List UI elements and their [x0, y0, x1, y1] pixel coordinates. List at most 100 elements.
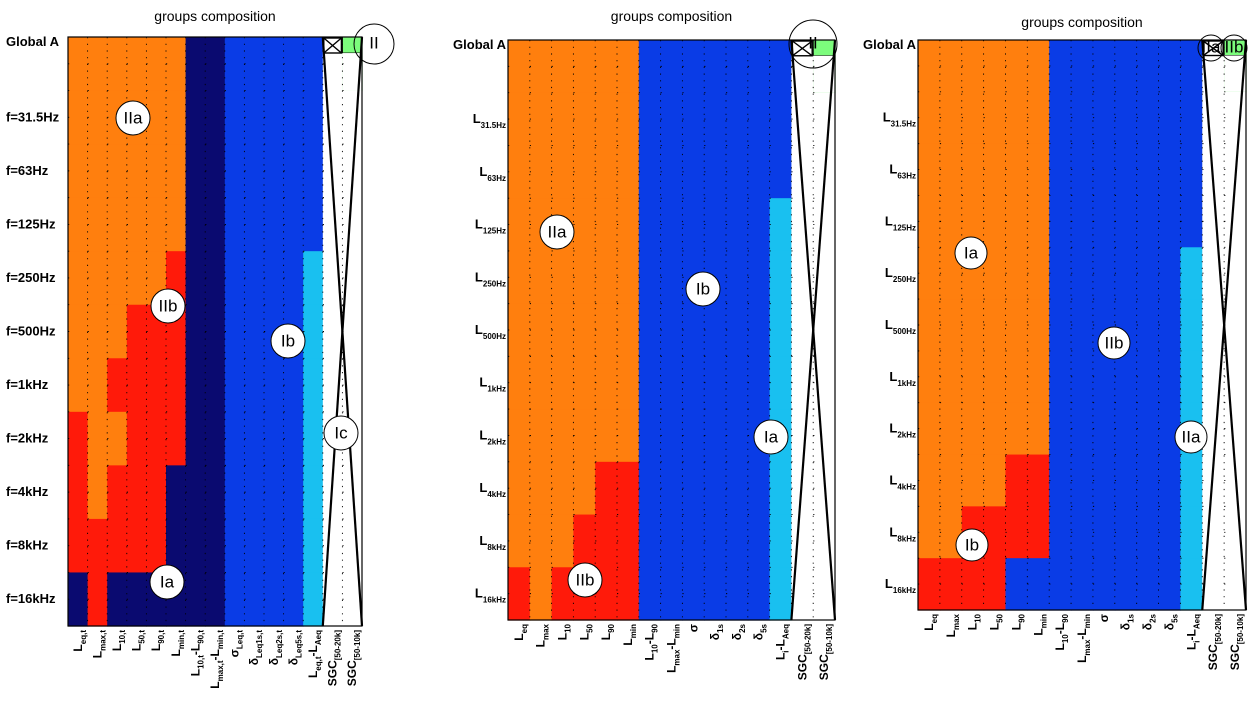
heatmap-cell — [185, 144, 206, 199]
heatmap-cell — [660, 356, 683, 410]
heatmap-cell — [573, 409, 596, 463]
heatmap-cell — [961, 350, 985, 404]
heatmap-cell — [638, 250, 662, 305]
heatmap-cell — [508, 356, 531, 410]
row-label: L16kHz — [475, 586, 506, 605]
heatmap-cell — [146, 144, 167, 199]
group-label: IIa — [1202, 38, 1221, 57]
heatmap-cell — [224, 304, 245, 359]
heatmap-cell — [224, 251, 245, 306]
row-label: f=500Hz — [6, 324, 56, 339]
heatmap-cell — [1202, 506, 1225, 559]
heatmap-cell — [1158, 91, 1181, 145]
heatmap-cell — [508, 514, 531, 568]
heatmap-cell — [1092, 91, 1116, 145]
heatmap-cell — [1049, 402, 1072, 456]
heatmap-cell — [1092, 195, 1116, 248]
row-label: L8kHz — [479, 533, 506, 552]
heatmap-cell — [1049, 299, 1072, 352]
group-label: IIb — [159, 297, 178, 316]
column-label: SGC[50-10k] — [345, 630, 362, 687]
column-label: Lmax,t-Lmin,t — [208, 630, 225, 689]
chart-1: groups composition Global A f=31.5Hz f=63Hz… — [6, 8, 395, 689]
heatmap-cell — [918, 299, 941, 352]
heatmap-cell — [107, 197, 128, 252]
heatmap-cell — [224, 518, 245, 574]
heatmap-cell — [595, 356, 618, 410]
heatmap-cell — [1180, 454, 1203, 507]
row-labels: Global A f=31.5Hz f=63Hz f=125Hz f=250Hz f=50… — [6, 34, 60, 606]
heatmap-cell — [1136, 247, 1160, 300]
heatmap-cell — [205, 411, 226, 466]
heatmap-cell — [747, 198, 771, 252]
heatmap-cell — [983, 91, 1007, 145]
heatmap-cell — [1027, 143, 1050, 197]
heatmap-cell — [682, 567, 705, 621]
heatmap-cell — [185, 251, 206, 306]
heatmap-cell — [166, 197, 187, 252]
group-label: Ia — [964, 244, 979, 263]
heatmap-cell — [322, 304, 343, 359]
heatmap-cell — [573, 92, 596, 147]
heatmap-cell — [68, 304, 89, 359]
heatmap-cell — [1071, 454, 1094, 507]
heatmap-cell — [508, 92, 531, 147]
chart-3: groups composition Global A L31.5Hz L63Hz L1… — [863, 14, 1248, 671]
heatmap-cell — [1071, 91, 1094, 145]
column-label: L90 — [1009, 613, 1026, 630]
heatmap-cell — [244, 197, 265, 252]
heatmap-cell — [1049, 247, 1072, 300]
row-label: f=4kHz — [6, 484, 49, 499]
heatmap-cell — [529, 461, 553, 516]
heatmap-cell — [146, 90, 167, 145]
heatmap-cell — [205, 465, 226, 520]
heatmap-cell — [342, 518, 363, 574]
group-label-circle — [1174, 420, 1208, 454]
heatmap-cell — [166, 518, 187, 574]
heatmap-cell — [704, 198, 727, 252]
column-label: Leq — [922, 614, 939, 631]
heatmap-cell — [146, 37, 167, 92]
heatmap-cell — [68, 518, 89, 574]
heatmap-cell — [983, 350, 1007, 404]
column-label: Leq,t-LAeq — [306, 630, 323, 678]
heatmap-cell — [939, 299, 963, 352]
heatmap-cell — [939, 350, 963, 404]
heatmap-cell — [747, 461, 771, 516]
column-label: Lmin,t — [169, 630, 186, 657]
heatmap-cell — [1027, 558, 1050, 611]
heatmap-cell — [1049, 558, 1072, 611]
heatmap-cell — [1027, 402, 1050, 456]
heatmap-cell — [1224, 506, 1247, 559]
heatmap-cell — [1180, 40, 1203, 93]
heatmap-cell — [1049, 40, 1072, 93]
heatmap-cell — [68, 90, 89, 145]
heatmap-cell — [1005, 91, 1028, 145]
heatmap-cell — [726, 409, 749, 463]
heatmap-cell — [508, 198, 531, 252]
heatmap-cell — [704, 303, 727, 357]
heatmap-cell — [1136, 91, 1160, 145]
heatmap-cell — [1158, 454, 1181, 507]
heatmap-cell — [1224, 558, 1247, 611]
row-label: L4kHz — [889, 472, 916, 491]
heatmap-cell — [1180, 91, 1203, 145]
heatmap-cell — [551, 461, 574, 516]
heatmap-cell — [1180, 506, 1203, 559]
heatmap-cell — [1049, 454, 1072, 507]
group-annotations: IIa Ib Ia IIb II — [539, 19, 838, 598]
heatmap-cell — [508, 567, 531, 621]
group-annotations: IIa IIb Ib Ic Ia II — [115, 23, 395, 600]
heatmap-cell — [107, 144, 128, 199]
heatmap-cell — [1071, 506, 1094, 559]
column-label: SGC[50-20k] — [1206, 614, 1223, 671]
heatmap-cell — [264, 358, 285, 413]
row-label: L1kHz — [889, 369, 916, 388]
heatmap-cell — [704, 461, 727, 516]
heatmap-cell — [1092, 40, 1116, 93]
heatmap-cell — [1202, 143, 1225, 197]
column-label: Li-LAeq — [774, 624, 791, 660]
heatmap-cell — [1180, 247, 1203, 300]
heatmap-cell — [769, 250, 792, 305]
